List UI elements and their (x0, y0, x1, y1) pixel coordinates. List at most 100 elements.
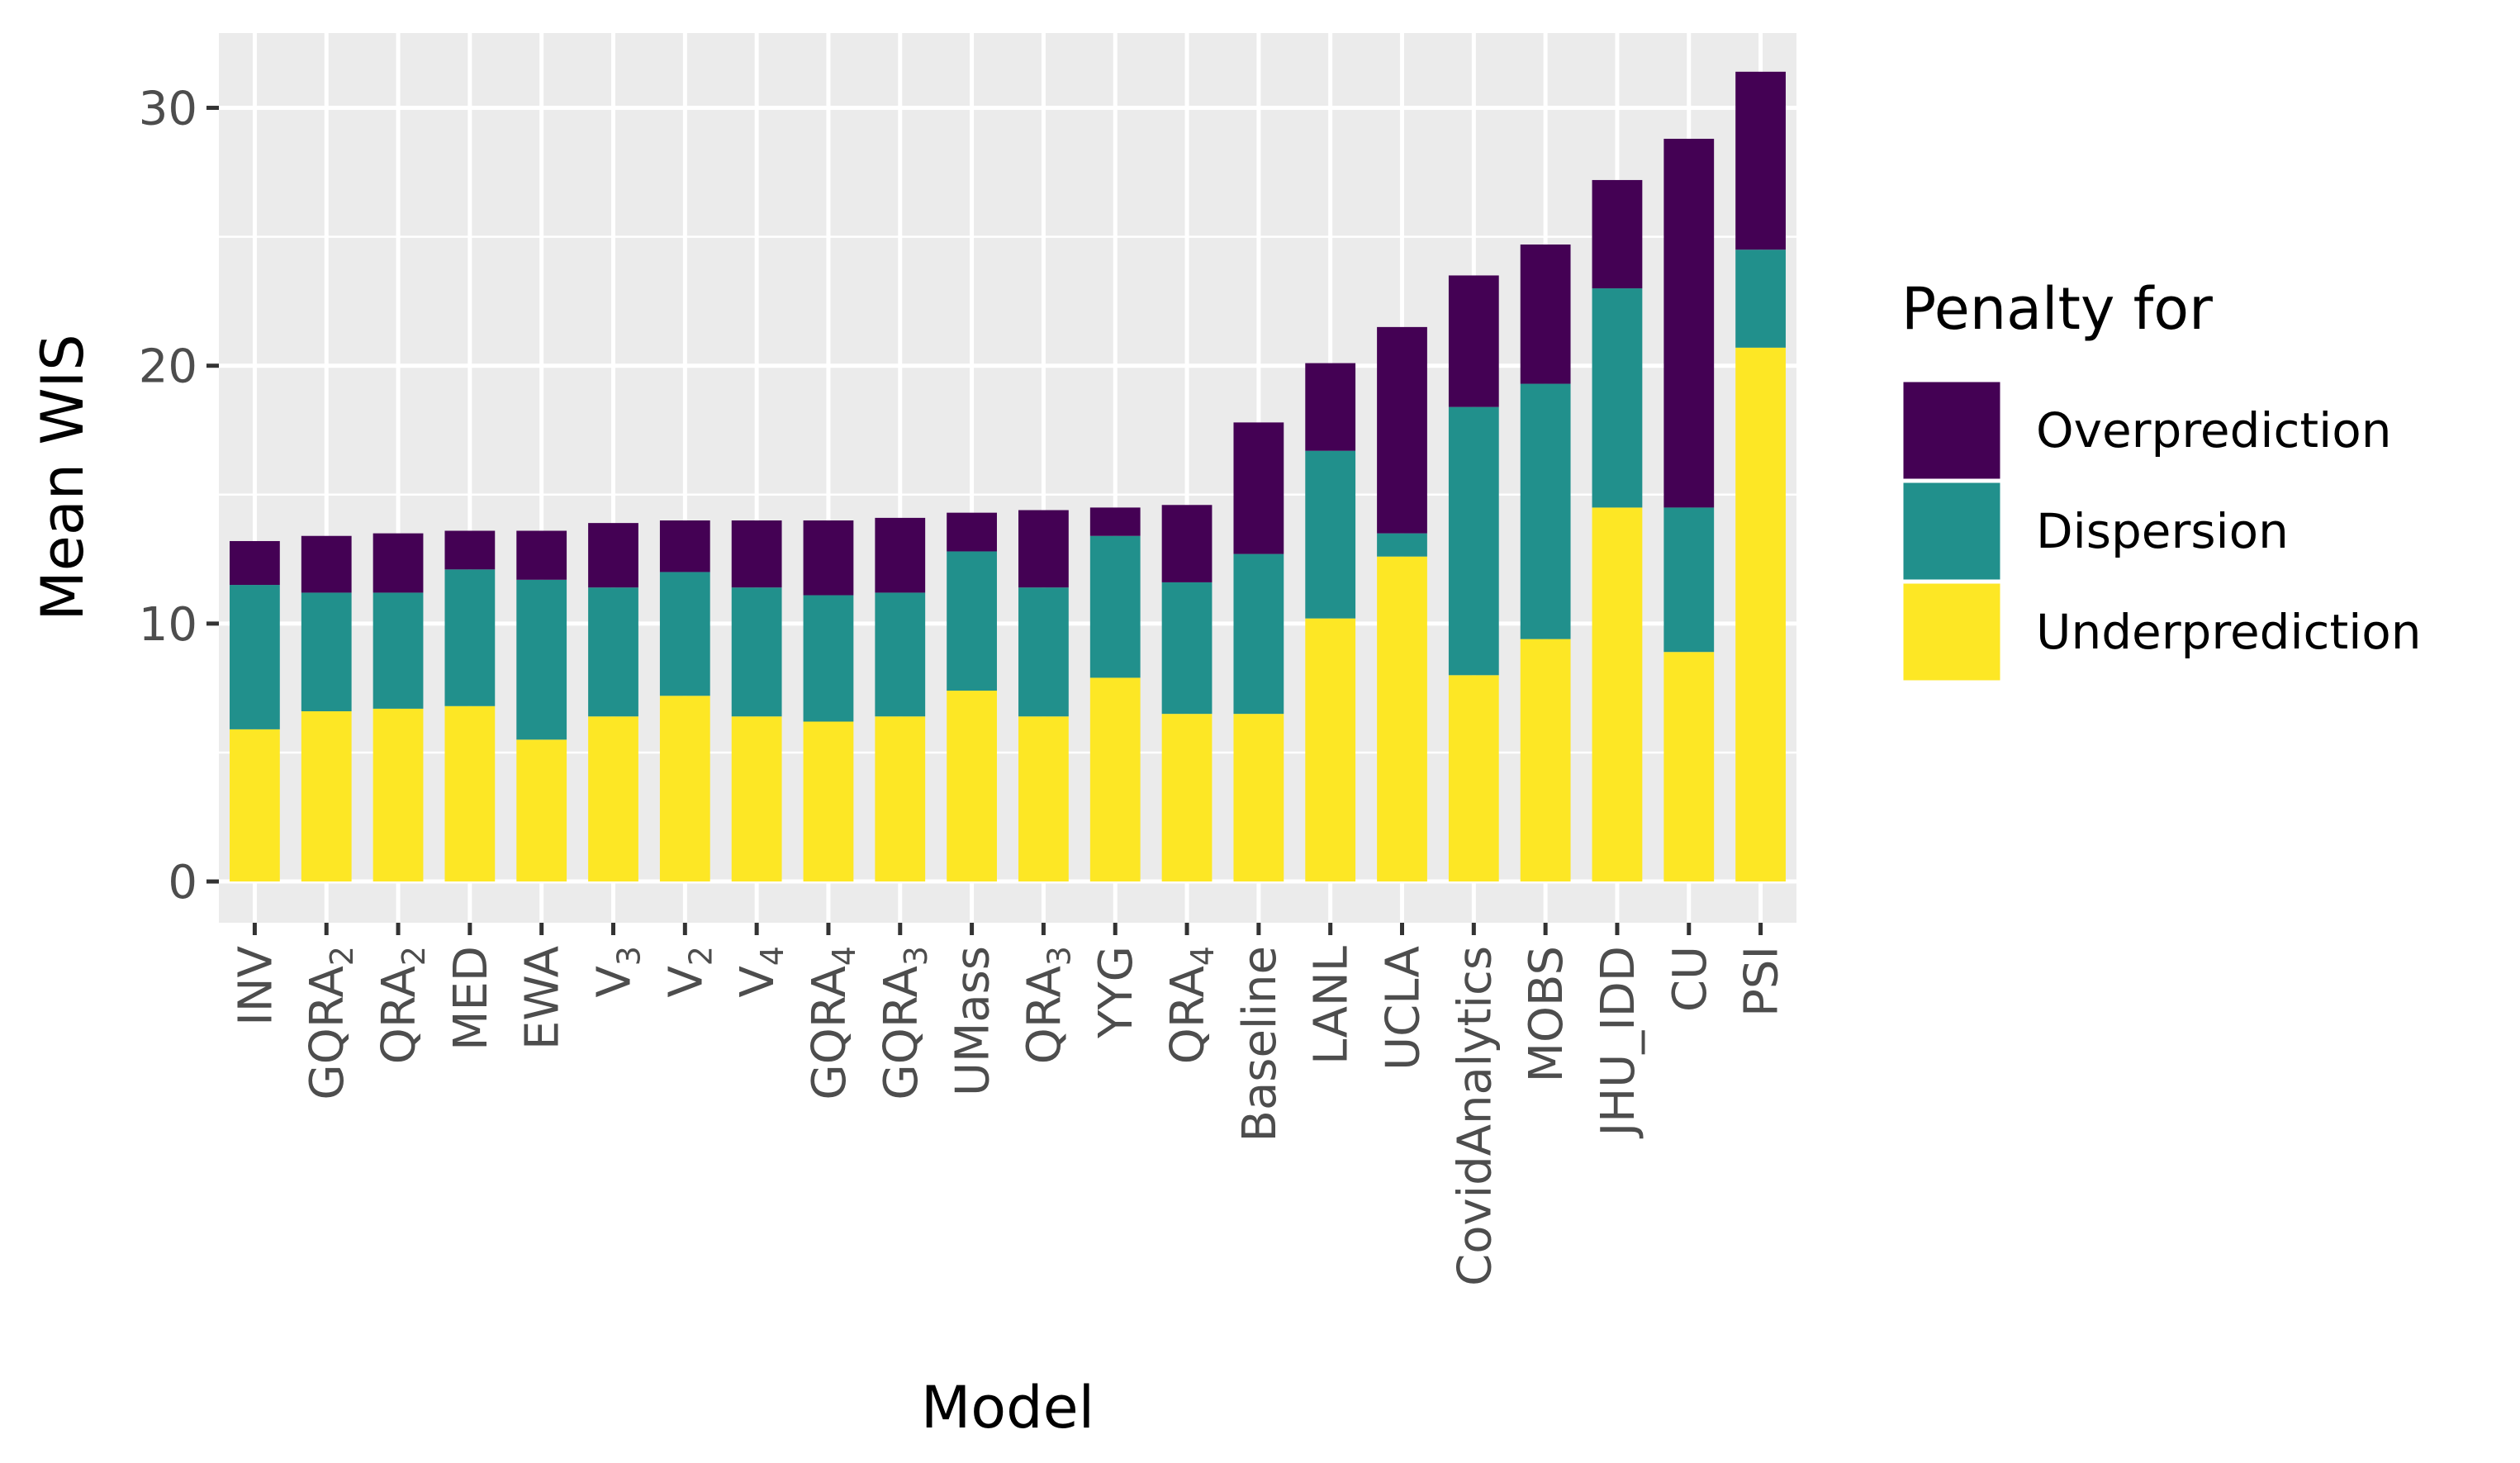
bar-segment-underprediction (1592, 507, 1643, 882)
x-tick-label: INV (229, 946, 282, 1026)
bar-segment-dispersion (875, 592, 926, 717)
legend-label: Overprediction (2036, 402, 2392, 458)
y-tick-label: 0 (168, 856, 197, 910)
x-tick-label: YYG (1089, 946, 1143, 1039)
legend-key-overprediction (1899, 378, 2005, 483)
bar-segment-overprediction (947, 512, 997, 552)
bar-segment-dispersion (947, 551, 997, 691)
bar-segment-dispersion (1520, 383, 1571, 639)
bar-segment-overprediction (516, 530, 567, 580)
bar-segment-dispersion (1663, 507, 1715, 653)
bar-segment-underprediction (1448, 675, 1499, 882)
bar-segment-overprediction (731, 520, 782, 588)
x-tick-label: Baseline (1233, 946, 1287, 1142)
bar-segment-overprediction (1377, 326, 1427, 534)
x-axis-title: Model (921, 1374, 1094, 1442)
y-tick-label: 20 (139, 340, 197, 394)
bar-segment-overprediction (1448, 275, 1499, 407)
bar-segment-overprediction (803, 520, 854, 596)
x-tick-label: UCLA (1377, 946, 1431, 1071)
x-tick-label-subscript: 4 (1184, 946, 1221, 966)
bar-segment-dispersion (230, 585, 280, 729)
bar-segment-overprediction (1520, 244, 1571, 384)
bar-segment-overprediction (659, 520, 710, 572)
x-tick-label: GQRA3 (875, 946, 934, 1100)
x-tick-label-subscript: 3 (1041, 946, 1077, 966)
x-tick-label: EWA (516, 946, 570, 1050)
bar-segment-overprediction (230, 540, 280, 586)
legend: Penalty for Overprediction Dispersion Unde… (1899, 275, 2422, 685)
x-tick-label: CovidAnalytics (1448, 946, 1502, 1286)
x-tick-label: MED (444, 946, 498, 1051)
bar-segment-dispersion (1233, 553, 1284, 715)
x-tick-label: GQRA2 (301, 946, 360, 1100)
x-tick-label-subscript: 3 (611, 946, 648, 966)
bar-segment-underprediction (1018, 716, 1069, 882)
bar-segment-overprediction (1663, 138, 1715, 508)
bar-segment-underprediction (659, 696, 710, 882)
bar-segment-underprediction (373, 708, 424, 882)
x-tick-label: GQRA4 (803, 946, 862, 1100)
bar-segment-overprediction (1089, 507, 1141, 536)
bar-segment-underprediction (588, 716, 638, 882)
bar-segment-dispersion (373, 592, 424, 709)
x-tick-label: CU (1663, 946, 1717, 1012)
legend-key-underprediction (1899, 579, 2005, 685)
bar-segment-dispersion (516, 579, 567, 740)
x-tick-label: MOBS (1520, 946, 1573, 1082)
bar-segment-overprediction (1735, 71, 1786, 250)
bar-segment-dispersion (1018, 587, 1069, 717)
bar-segment-overprediction (1592, 179, 1643, 289)
bar-segment-overprediction (1161, 505, 1213, 582)
bar-segment-overprediction (875, 517, 926, 593)
bar-segment-underprediction (1161, 714, 1213, 882)
bar-segment-underprediction (1735, 347, 1786, 882)
x-tick-label: UMass (947, 946, 1000, 1096)
bar-segment-underprediction (516, 739, 567, 882)
legend-label: Underprediction (2036, 604, 2422, 660)
bar-segment-overprediction (301, 535, 352, 593)
bar-segment-underprediction (230, 729, 280, 882)
bar-segment-overprediction (1018, 510, 1069, 588)
legend-key-dispersion (1899, 478, 2005, 584)
bar-segment-dispersion (731, 587, 782, 717)
x-tick-label: PSI (1735, 946, 1789, 1017)
bar-segment-dispersion (1161, 582, 1213, 715)
bar-segment-underprediction (1520, 639, 1571, 882)
bar-segment-dispersion (1377, 533, 1427, 557)
bar-segment-underprediction (1305, 618, 1356, 882)
legend-label: Dispersion (2036, 503, 2289, 559)
bar-segment-dispersion (1735, 249, 1786, 348)
x-tick-label: V3 (588, 946, 648, 998)
x-tick-label-subscript: 2 (396, 946, 432, 966)
bar-segment-underprediction (875, 716, 926, 882)
bar-segment-dispersion (1305, 450, 1356, 619)
bar-segment-underprediction (1089, 677, 1141, 882)
x-tick-label-subscript: 2 (682, 946, 719, 966)
y-axis-title: Mean WIS (29, 334, 97, 620)
x-tick-label-subscript: 4 (754, 946, 790, 966)
bar-segment-overprediction (1305, 363, 1356, 451)
bar-segment-underprediction (301, 711, 352, 882)
bar-segment-dispersion (1592, 288, 1643, 508)
bar-segment-underprediction (1663, 652, 1715, 882)
x-tick-label: V2 (659, 946, 719, 998)
x-tick-label: QRA3 (1018, 946, 1077, 1064)
x-tick-label-subscript: 2 (324, 946, 360, 966)
x-tick-label: QRA2 (373, 946, 432, 1064)
bar-segment-overprediction (444, 530, 496, 570)
bars (230, 71, 1786, 882)
x-tick-label-subscript: 4 (826, 946, 862, 966)
bar-segment-dispersion (444, 569, 496, 706)
bar-segment-dispersion (803, 595, 854, 722)
x-tick-label: JHU_IDD (1592, 946, 1645, 1138)
bar-segment-dispersion (1448, 406, 1499, 676)
y-tick-label: 30 (139, 83, 197, 136)
bar-segment-underprediction (731, 716, 782, 882)
bar-segment-underprediction (803, 721, 854, 882)
bar-segment-dispersion (301, 592, 352, 712)
x-tick-label: V4 (731, 946, 790, 998)
y-axis: 0 10 20 30 (139, 83, 219, 910)
